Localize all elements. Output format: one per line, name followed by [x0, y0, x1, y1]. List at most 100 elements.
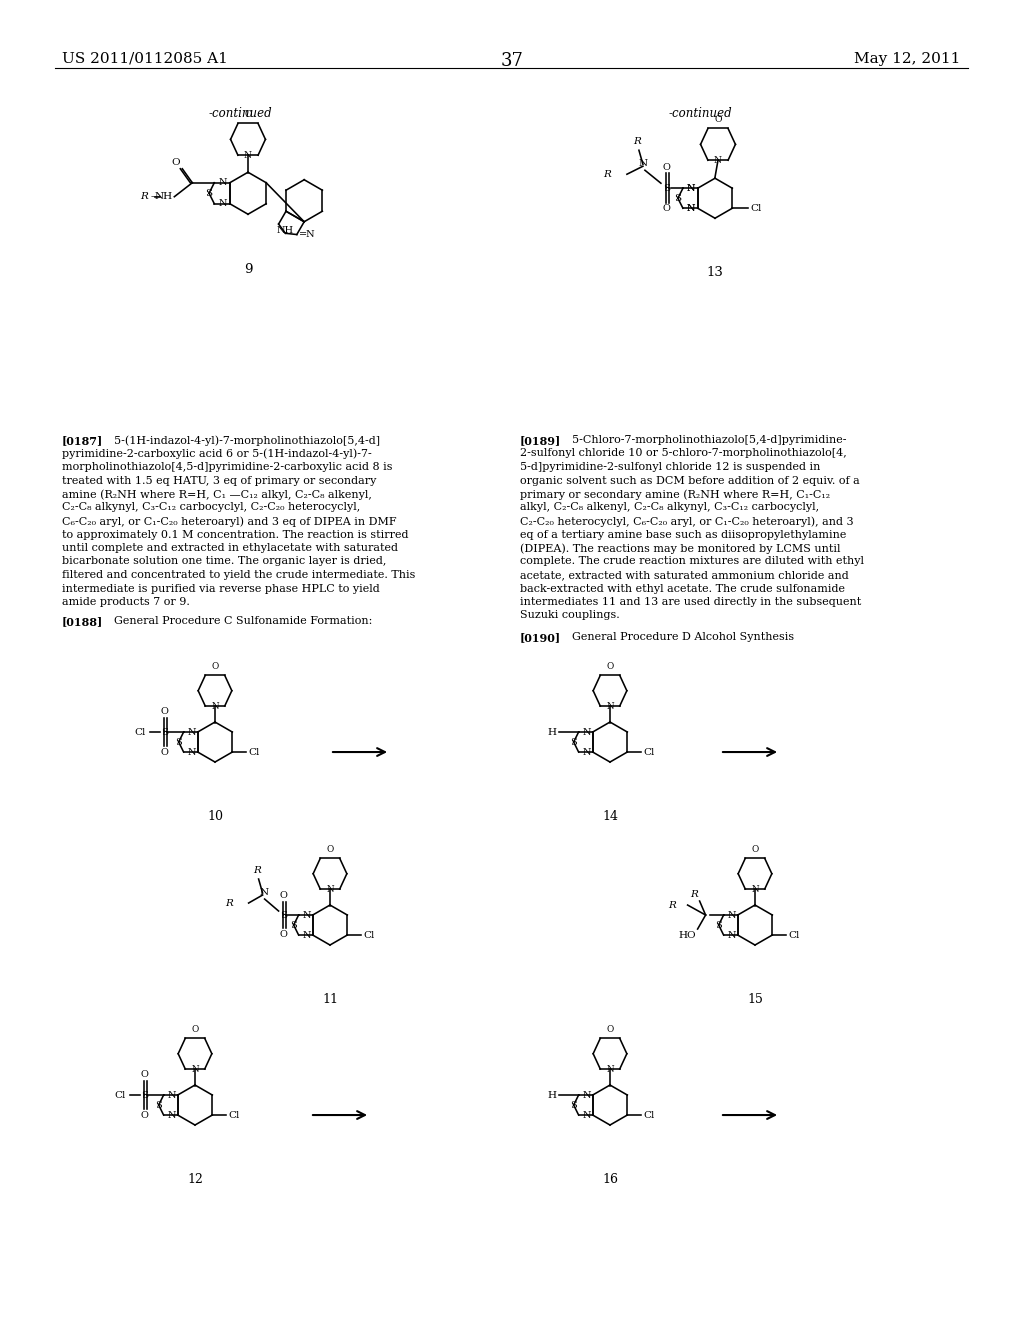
Text: amide products 7 or 9.: amide products 7 or 9.	[62, 597, 189, 607]
Text: Cl: Cl	[751, 203, 762, 213]
Text: R: R	[140, 193, 148, 201]
Text: O: O	[280, 931, 288, 939]
Text: H: H	[548, 727, 557, 737]
Text: R: R	[668, 900, 676, 909]
Text: [0187]: [0187]	[62, 436, 103, 446]
Text: NH: NH	[276, 226, 294, 235]
Text: [0188]: [0188]	[62, 616, 103, 627]
Text: O: O	[327, 845, 334, 854]
Text: O: O	[663, 164, 671, 172]
Text: R: R	[690, 890, 697, 899]
Text: S: S	[290, 920, 297, 929]
Text: [0189]: [0189]	[520, 436, 561, 446]
Text: S: S	[675, 194, 681, 203]
Text: C₆-C₂₀ aryl, or C₁-C₂₀ heteroaryl) and 3 eq of DIPEA in DMF: C₆-C₂₀ aryl, or C₁-C₂₀ heteroaryl) and 3…	[62, 516, 396, 527]
Text: R: R	[603, 170, 611, 178]
Text: O: O	[245, 110, 252, 119]
Text: Cl: Cl	[249, 747, 260, 756]
Text: (DIPEA). The reactions may be monitored by LCMS until: (DIPEA). The reactions may be monitored …	[520, 543, 841, 553]
Text: S: S	[280, 911, 287, 920]
Text: N: N	[583, 727, 591, 737]
Text: N: N	[327, 884, 334, 894]
Text: N: N	[606, 1064, 613, 1073]
Text: 5-d]pyrimidine-2-sulfonyl chloride 12 is suspended in: 5-d]pyrimidine-2-sulfonyl chloride 12 is…	[520, 462, 820, 473]
Text: H: H	[548, 1090, 557, 1100]
Text: Suzuki couplings.: Suzuki couplings.	[520, 610, 620, 620]
Text: R: R	[224, 899, 232, 908]
Text: intermediates 11 and 13 are used directly in the subsequent: intermediates 11 and 13 are used directl…	[520, 597, 861, 607]
Text: eq of a tertiary amine base such as diisopropylethylamine: eq of a tertiary amine base such as diis…	[520, 529, 847, 540]
Text: 12: 12	[187, 1173, 203, 1187]
Text: N: N	[259, 888, 268, 898]
Text: S: S	[175, 738, 182, 747]
Text: [0190]: [0190]	[520, 632, 561, 643]
Text: N: N	[727, 911, 735, 920]
Text: until complete and extracted in ethylacetate with saturated: until complete and extracted in ethylace…	[62, 543, 398, 553]
Text: -continued: -continued	[208, 107, 271, 120]
Text: O: O	[211, 663, 219, 671]
Text: R: R	[253, 866, 260, 875]
Text: S: S	[664, 183, 671, 193]
Text: May 12, 2011: May 12, 2011	[854, 51, 961, 66]
Text: Cl: Cl	[134, 727, 145, 737]
Text: Cl: Cl	[643, 1110, 654, 1119]
Text: 14: 14	[602, 810, 618, 824]
Text: O: O	[161, 748, 169, 758]
Text: N: N	[714, 156, 722, 165]
Text: N: N	[606, 701, 613, 710]
Text: N: N	[211, 701, 219, 710]
Text: O: O	[161, 708, 169, 715]
Text: Cl: Cl	[643, 747, 654, 756]
Text: N: N	[167, 1110, 176, 1119]
Text: intermediate is purified via reverse phase HPLC to yield: intermediate is purified via reverse pha…	[62, 583, 380, 594]
Text: filtered and concentrated to yield the crude intermediate. This: filtered and concentrated to yield the c…	[62, 570, 416, 579]
Text: O: O	[715, 115, 722, 124]
Text: primary or secondary amine (R₂NH where R=H, C₁-C₁₂: primary or secondary amine (R₂NH where R…	[520, 488, 830, 499]
Text: O: O	[191, 1026, 199, 1034]
Text: N: N	[187, 747, 196, 756]
Text: S: S	[206, 189, 213, 198]
Text: S: S	[156, 1101, 162, 1110]
Text: =N: =N	[299, 230, 315, 239]
Text: N: N	[686, 203, 694, 213]
Text: C₂-C₂₀ heterocyclyl, C₆-C₂₀ aryl, or C₁-C₂₀ heteroaryl), and 3: C₂-C₂₀ heterocyclyl, C₆-C₂₀ aryl, or C₁-…	[520, 516, 854, 527]
Text: 13: 13	[707, 267, 723, 280]
Text: N: N	[686, 203, 694, 213]
Text: O: O	[606, 663, 613, 671]
Text: N: N	[752, 884, 759, 894]
Text: alkyl, C₂-C₈ alkenyl, C₂-C₈ alkynyl, C₃-C₁₂ carbocyclyl,: alkyl, C₂-C₈ alkenyl, C₂-C₈ alkynyl, C₃-…	[520, 503, 819, 512]
Text: N: N	[583, 1090, 591, 1100]
Text: 2-sulfonyl chloride 10 or 5-chloro-7-morpholinothiazolo[4,: 2-sulfonyl chloride 10 or 5-chloro-7-mor…	[520, 449, 847, 458]
Text: bicarbonate solution one time. The organic layer is dried,: bicarbonate solution one time. The organ…	[62, 557, 386, 566]
Text: Cl: Cl	[364, 931, 375, 940]
Text: S: S	[161, 727, 168, 737]
Text: R: R	[633, 137, 641, 147]
Text: N: N	[302, 911, 310, 920]
Text: N: N	[167, 1090, 176, 1100]
Text: N: N	[218, 178, 226, 187]
Text: complete. The crude reaction mixtures are diluted with ethyl: complete. The crude reaction mixtures ar…	[520, 557, 864, 566]
Text: pyrimidine-2-carboxylic acid 6 or 5-(1H-indazol-4-yl)-7-: pyrimidine-2-carboxylic acid 6 or 5-(1H-…	[62, 449, 372, 459]
Text: 37: 37	[501, 51, 523, 70]
Text: Cl: Cl	[115, 1090, 126, 1100]
Text: General Procedure C Sulfonamide Formation:: General Procedure C Sulfonamide Formatio…	[114, 616, 373, 627]
Text: O: O	[280, 891, 288, 900]
Text: 16: 16	[602, 1173, 618, 1187]
Text: O: O	[172, 157, 180, 166]
Text: N: N	[583, 1110, 591, 1119]
Text: acetate, extracted with saturated ammonium chloride and: acetate, extracted with saturated ammoni…	[520, 570, 849, 579]
Text: 9: 9	[244, 263, 252, 276]
Text: O: O	[140, 1071, 148, 1078]
Text: O: O	[606, 1026, 613, 1034]
Text: HO: HO	[678, 931, 695, 940]
Text: Cl: Cl	[788, 931, 800, 940]
Text: N: N	[686, 183, 694, 193]
Text: organic solvent such as DCM before addition of 2 equiv. of a: organic solvent such as DCM before addit…	[520, 475, 860, 486]
Text: N: N	[686, 183, 694, 193]
Text: N: N	[191, 1064, 199, 1073]
Text: amine (R₂NH where R=H, C₁ —C₁₂ alkyl, C₂-C₈ alkenyl,: amine (R₂NH where R=H, C₁ —C₁₂ alkyl, C₂…	[62, 488, 372, 499]
Text: —: —	[151, 193, 160, 201]
Text: N: N	[727, 931, 735, 940]
Text: NH: NH	[155, 193, 172, 201]
Text: to approximately 0.1 M concentration. The reaction is stirred: to approximately 0.1 M concentration. Th…	[62, 529, 409, 540]
